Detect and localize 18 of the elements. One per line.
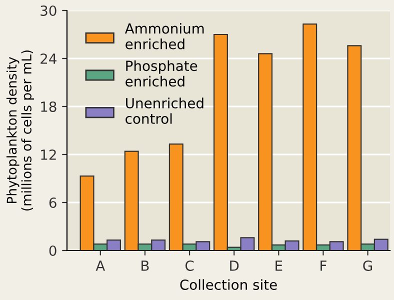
y-tick-label: 18 [41, 101, 56, 112]
legend-label: Ammonium enriched [124, 23, 204, 50]
x-tick-label: B [142, 260, 149, 271]
x-tick-label: E [276, 260, 282, 271]
y-tick-label: 24 [40, 53, 56, 64]
x-tick-label: G [363, 260, 372, 271]
y-tick-label: 30 [40, 5, 56, 16]
x-tick-label: D [230, 260, 239, 271]
y-tick-label: 6 [49, 197, 56, 208]
y-tick-label: 0 [49, 245, 56, 256]
y-tick-label: 12 [41, 149, 56, 160]
x-axis-title: Collection site [180, 279, 277, 290]
y-axis-title: Phytoplankton density (millions of cells per mL) [6, 50, 34, 211]
legend-label: Phosphate enriched [126, 60, 198, 87]
x-tick-label: A [96, 260, 106, 271]
legend-label: Unenriched control [126, 98, 204, 124]
x-tick-label: F [320, 260, 326, 271]
x-tick-label: C [185, 260, 194, 271]
